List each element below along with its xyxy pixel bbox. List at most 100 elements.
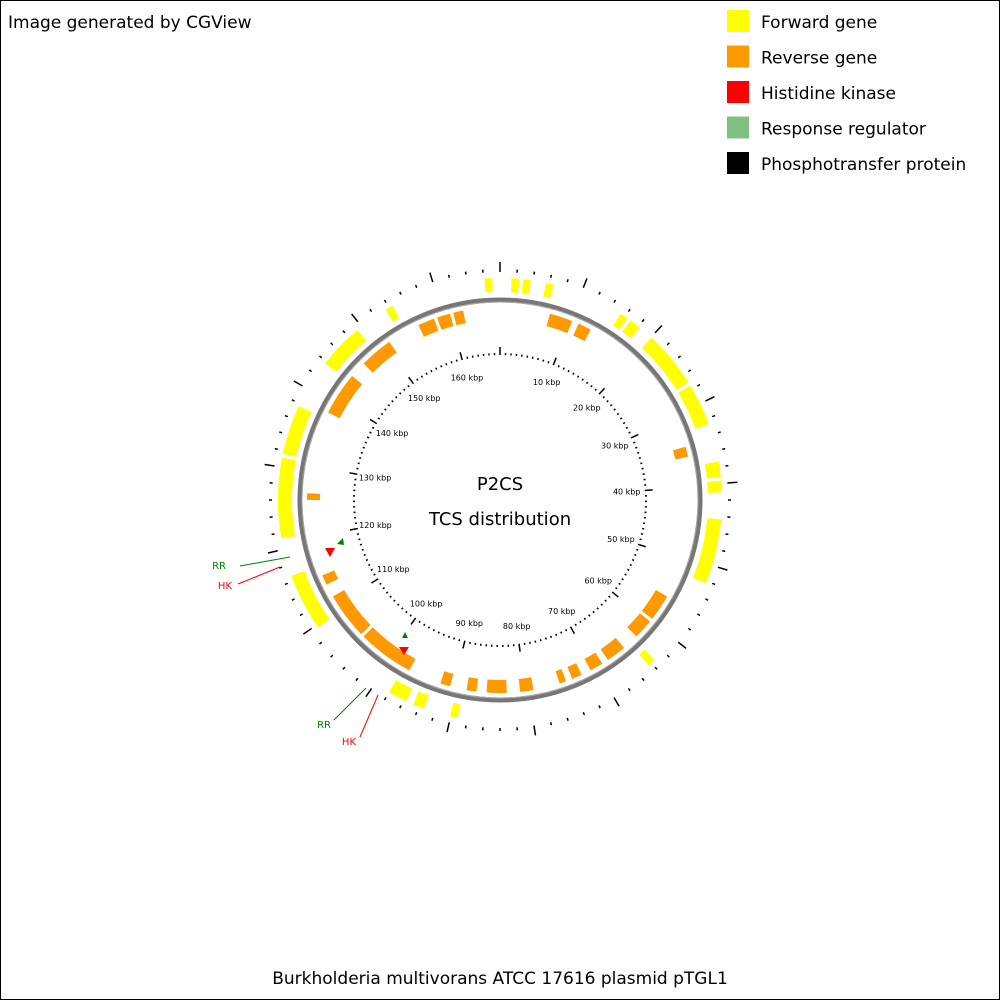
reverse-gene bbox=[573, 323, 591, 342]
scale-label: 40 kbp bbox=[613, 488, 641, 497]
scale-tick bbox=[615, 587, 618, 590]
scale-tick bbox=[588, 614, 591, 617]
scale-tick bbox=[602, 396, 605, 399]
scale-tick bbox=[550, 635, 553, 638]
scale-tick bbox=[562, 367, 565, 370]
scale-tick bbox=[369, 431, 372, 434]
center-title: P2CS bbox=[477, 474, 523, 495]
outer-tick bbox=[302, 627, 313, 635]
scale-tick bbox=[362, 446, 365, 449]
forward-gene bbox=[510, 278, 520, 293]
outer-tick bbox=[355, 677, 359, 682]
scale-tick bbox=[585, 381, 589, 385]
outer-tick bbox=[342, 666, 346, 670]
scale-tick bbox=[622, 421, 626, 425]
outer-tick bbox=[318, 355, 323, 359]
scale-label: 90 kbp bbox=[455, 619, 483, 628]
scale-label: 80 kbp bbox=[503, 622, 531, 631]
scale-tick bbox=[619, 417, 623, 420]
scale-tick bbox=[583, 617, 587, 621]
scale-tick bbox=[631, 558, 635, 562]
legend-swatch bbox=[727, 45, 749, 68]
legend-label: Reverse gene bbox=[761, 49, 877, 69]
legend-swatch bbox=[727, 116, 749, 139]
scale-tick bbox=[565, 628, 568, 632]
scale-tick bbox=[405, 610, 408, 614]
forward-gene bbox=[521, 279, 531, 295]
scale-tick bbox=[613, 408, 616, 411]
reverse-gene bbox=[322, 570, 339, 585]
outer-tick bbox=[566, 717, 569, 721]
scale-tick bbox=[361, 548, 364, 551]
forward-gene bbox=[707, 480, 722, 493]
scale-tick bbox=[557, 365, 560, 368]
forward-gene bbox=[325, 329, 367, 372]
scale-tick bbox=[409, 614, 412, 617]
forward-gene bbox=[450, 702, 461, 718]
outer-tick bbox=[414, 284, 418, 289]
annotation-label: RR bbox=[212, 561, 226, 572]
scale-tick bbox=[349, 472, 358, 475]
annotation-line bbox=[333, 687, 367, 721]
forward-gene bbox=[704, 461, 721, 479]
outer-tick bbox=[291, 399, 295, 402]
scale-tick bbox=[437, 631, 440, 634]
legend: Forward gene Reverse gene Histidine kinase… bbox=[727, 10, 966, 175]
legend-swatch bbox=[727, 10, 749, 32]
scale-tick bbox=[542, 359, 545, 362]
scale-tick bbox=[368, 563, 371, 567]
outer-tick bbox=[641, 677, 645, 682]
scale-tick bbox=[380, 412, 384, 416]
credit: Image generated by CGView bbox=[8, 13, 252, 33]
scale-tick bbox=[363, 553, 366, 556]
scale-tick bbox=[453, 637, 456, 640]
reverse-gene bbox=[567, 663, 582, 679]
outer-tick bbox=[666, 342, 670, 346]
reverse-gene bbox=[555, 669, 567, 684]
outer-tick bbox=[697, 613, 701, 617]
forward-gene bbox=[282, 406, 312, 457]
scale-tick bbox=[432, 628, 435, 632]
outer-tick bbox=[351, 313, 359, 323]
rings: 10 kbp 20 kbp 30 kbp 40 kbp 50 kbp 60 kbp 70 k… bbox=[264, 262, 738, 736]
forward-gene bbox=[678, 385, 709, 429]
scale-tick bbox=[401, 607, 404, 610]
outer-tick bbox=[627, 687, 631, 692]
scale-tick bbox=[581, 378, 584, 381]
outer-tick bbox=[550, 722, 553, 726]
outer-tick bbox=[284, 414, 289, 418]
reverse-gene bbox=[546, 313, 573, 334]
scale-tick bbox=[576, 375, 580, 378]
scale-tick bbox=[373, 573, 376, 576]
outer-tick bbox=[705, 396, 715, 402]
scale-tick bbox=[423, 623, 426, 627]
outer-tick bbox=[414, 711, 418, 716]
forward-gene bbox=[484, 278, 493, 293]
reverse-gene bbox=[641, 590, 668, 619]
outer-tick bbox=[722, 447, 726, 450]
outer-tick bbox=[722, 550, 726, 553]
outer-tick bbox=[582, 711, 586, 716]
outer-tick bbox=[687, 369, 692, 373]
scale-label: 160 kbp bbox=[451, 373, 484, 382]
scale-tick bbox=[560, 631, 563, 634]
scale-tick bbox=[391, 399, 394, 403]
scale-label: 110 kbp bbox=[377, 565, 410, 574]
scale-tick bbox=[618, 582, 621, 585]
forward-gene bbox=[385, 305, 400, 322]
outer-tick bbox=[291, 598, 295, 601]
outer-tick bbox=[687, 627, 692, 631]
outer-tick bbox=[598, 291, 601, 295]
outer-tick bbox=[308, 369, 313, 373]
outer-tick bbox=[293, 380, 303, 387]
forward-gene bbox=[278, 457, 296, 539]
outer-tick bbox=[711, 582, 716, 586]
outer-tick bbox=[677, 355, 682, 359]
scale-tick bbox=[455, 359, 458, 362]
annotation-label: HK bbox=[218, 581, 233, 592]
forward-gene bbox=[413, 691, 429, 709]
scale-tick bbox=[600, 603, 604, 606]
outer-tick bbox=[666, 654, 670, 658]
outer-tick bbox=[711, 414, 716, 418]
